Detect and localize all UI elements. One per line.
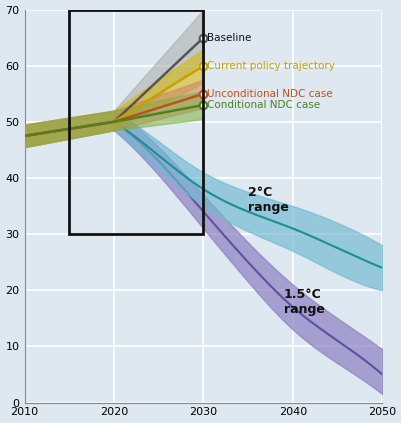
Bar — [69, 10, 203, 234]
Text: Current policy trajectory: Current policy trajectory — [207, 61, 334, 71]
Text: 1.5°C
range: 1.5°C range — [283, 288, 324, 316]
Text: Baseline: Baseline — [207, 33, 251, 43]
Text: Conditional NDC case: Conditional NDC case — [207, 100, 319, 110]
Text: 2°C
range: 2°C range — [247, 187, 288, 214]
Text: Unconditional NDC case: Unconditional NDC case — [207, 89, 332, 99]
